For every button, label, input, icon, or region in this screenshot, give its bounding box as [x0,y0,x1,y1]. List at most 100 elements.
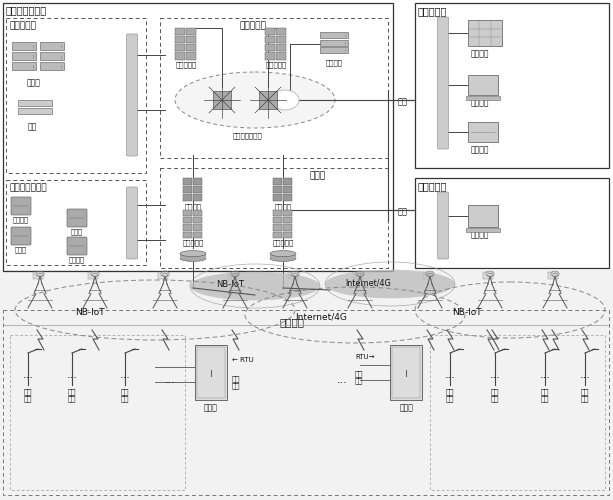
Ellipse shape [271,90,299,110]
Ellipse shape [325,270,455,298]
Bar [158,272,168,279]
FancyBboxPatch shape [186,44,196,52]
FancyBboxPatch shape [12,52,36,60]
Text: ...: ... [337,375,348,385]
Text: 核心交换机主备: 核心交换机主备 [233,132,263,138]
FancyBboxPatch shape [175,52,185,60]
FancyBboxPatch shape [126,187,137,259]
FancyBboxPatch shape [438,17,449,149]
FancyBboxPatch shape [320,40,348,46]
Ellipse shape [180,256,206,262]
FancyBboxPatch shape [12,42,36,50]
FancyBboxPatch shape [18,100,52,106]
Text: Internet/4G: Internet/4G [295,313,347,322]
Text: ← RTU: ← RTU [232,357,254,363]
Text: 漏电
检测: 漏电 检测 [232,375,240,389]
FancyBboxPatch shape [183,232,192,238]
FancyBboxPatch shape [186,36,196,44]
Bar [353,272,363,279]
Text: 单灯
控制: 单灯 控制 [24,388,32,402]
Bar [160,168,388,268]
Text: 业务应用区: 业务应用区 [10,21,37,30]
FancyBboxPatch shape [11,197,31,215]
Text: 单灯
控制: 单灯 控制 [581,388,589,402]
Text: 专线: 专线 [398,207,408,216]
Text: 监测扫描: 监测扫描 [69,256,85,262]
FancyBboxPatch shape [283,210,292,216]
FancyBboxPatch shape [283,186,292,192]
Bar [548,272,558,279]
FancyBboxPatch shape [273,232,282,238]
Ellipse shape [175,72,335,128]
Text: 中心防火墙: 中心防火墙 [175,61,197,68]
Text: 单灯
控制: 单灯 控制 [491,388,499,402]
FancyBboxPatch shape [273,186,282,192]
FancyBboxPatch shape [273,178,282,185]
Bar [3,3,393,271]
FancyBboxPatch shape [67,237,87,255]
Text: 配电柜: 配电柜 [204,403,218,412]
FancyBboxPatch shape [276,52,286,60]
Text: 漏电
检测: 漏电 检测 [355,370,364,384]
FancyBboxPatch shape [183,217,192,224]
Ellipse shape [180,250,206,256]
FancyBboxPatch shape [283,232,292,238]
FancyBboxPatch shape [213,91,231,109]
FancyBboxPatch shape [466,228,500,232]
FancyBboxPatch shape [183,194,192,200]
Text: 存储: 存储 [28,122,37,131]
Bar [0,270,613,500]
Bar [33,272,43,279]
FancyBboxPatch shape [193,224,202,230]
FancyBboxPatch shape [468,75,498,95]
Text: 出口防火墙: 出口防火墙 [183,239,204,246]
FancyBboxPatch shape [183,224,192,230]
Text: 负载均衡: 负载均衡 [326,59,343,66]
Text: 路灯管理所: 路灯管理所 [418,6,447,16]
FancyBboxPatch shape [283,217,292,224]
Text: 出口防火墙: 出口防火墙 [272,239,294,246]
Text: 堡垒机: 堡垒机 [15,246,27,252]
Ellipse shape [190,272,320,300]
FancyBboxPatch shape [193,232,202,238]
Text: NB-IoT: NB-IoT [75,308,105,317]
FancyBboxPatch shape [438,192,449,259]
FancyBboxPatch shape [390,345,422,400]
Text: 虚拟机: 虚拟机 [27,78,41,87]
FancyBboxPatch shape [265,28,275,35]
Bar [160,18,388,158]
Text: RTU→: RTU→ [355,354,375,360]
FancyBboxPatch shape [276,28,286,35]
Text: ...: ... [490,370,500,380]
Ellipse shape [270,250,296,256]
Bar [270,254,296,258]
FancyBboxPatch shape [186,28,196,35]
FancyBboxPatch shape [283,194,292,200]
Text: NB-IoT: NB-IoT [452,308,482,317]
FancyBboxPatch shape [265,36,275,44]
Text: 管控电脑: 管控电脑 [471,98,489,107]
FancyBboxPatch shape [183,178,192,185]
FancyBboxPatch shape [193,178,202,185]
FancyBboxPatch shape [273,224,282,230]
FancyBboxPatch shape [40,42,64,50]
Bar [88,272,98,279]
Text: 其他外设: 其他外设 [471,145,489,154]
Text: 入侵监测: 入侵监测 [275,203,292,209]
Bar [415,178,609,268]
Text: 单灯
控制: 单灯 控制 [68,388,76,402]
Text: 单灯
控制: 单灯 控制 [121,388,129,402]
FancyBboxPatch shape [466,96,500,100]
FancyBboxPatch shape [40,62,64,70]
Text: 公共事业局: 公共事业局 [418,181,447,191]
FancyBboxPatch shape [193,217,202,224]
FancyBboxPatch shape [175,28,185,35]
Text: Internet/4G: Internet/4G [345,278,391,287]
FancyBboxPatch shape [273,210,282,216]
Bar [483,272,493,279]
FancyBboxPatch shape [186,52,196,60]
FancyBboxPatch shape [468,205,498,227]
Text: ...: ... [67,370,77,380]
FancyBboxPatch shape [126,34,137,156]
FancyBboxPatch shape [195,345,227,400]
